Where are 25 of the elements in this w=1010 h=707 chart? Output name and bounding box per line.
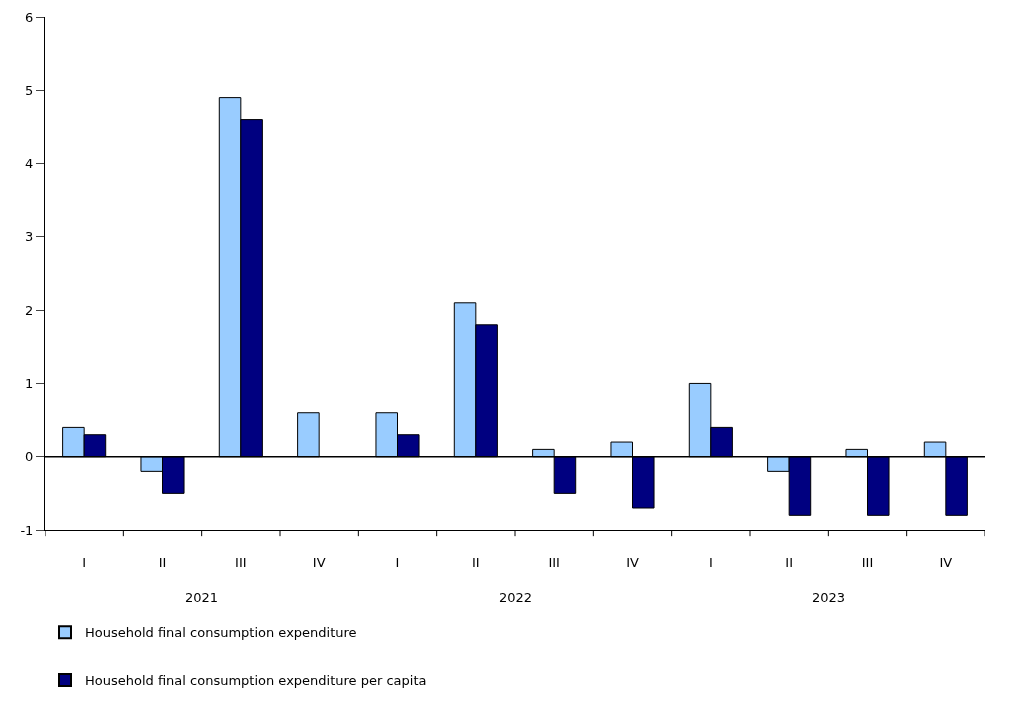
x-tick-label: III bbox=[235, 554, 247, 570]
y-tick-label: 4 bbox=[25, 156, 34, 172]
x-tick-label: II bbox=[785, 554, 794, 570]
y-tick-label: -1 bbox=[20, 522, 34, 538]
x-tick-label: IV bbox=[312, 554, 326, 570]
y-tick-label: 3 bbox=[25, 229, 34, 245]
text: 2021 bbox=[185, 590, 219, 605]
y-tick-label: 2 bbox=[25, 302, 34, 318]
x-tick-label: I bbox=[82, 554, 87, 570]
x-tick-label: II bbox=[158, 554, 167, 570]
x-tick-label: III bbox=[548, 554, 560, 570]
x-tick-label: III bbox=[861, 554, 874, 570]
text: 2023 bbox=[812, 590, 846, 605]
x-tick-label: II bbox=[471, 554, 480, 570]
y-tick-label: 0 bbox=[25, 449, 34, 465]
x-tick-label: IV bbox=[939, 554, 953, 570]
legend-label: Household final consumption expenditure per capita bbox=[85, 673, 427, 689]
text: 2022 bbox=[499, 590, 533, 605]
y-tick-label: 6 bbox=[25, 9, 34, 25]
legend-label: Household final consumption expenditure bbox=[85, 625, 357, 641]
y-tick-label: 1 bbox=[25, 375, 34, 391]
x-tick-label: I bbox=[708, 554, 713, 570]
y-tick-label: 5 bbox=[25, 82, 34, 98]
x-tick-label: I bbox=[395, 554, 400, 570]
x-tick-label: IV bbox=[626, 554, 639, 570]
